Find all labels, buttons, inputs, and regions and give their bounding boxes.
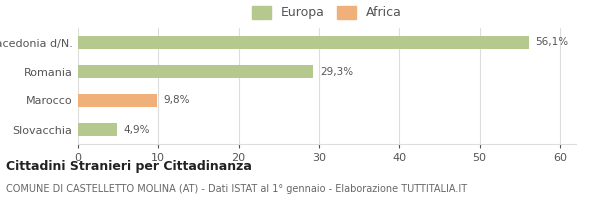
Legend: Europa, Africa: Europa, Africa xyxy=(252,6,402,19)
Bar xyxy=(78,36,529,49)
Bar xyxy=(78,123,118,136)
Bar xyxy=(78,65,313,78)
Text: 4,9%: 4,9% xyxy=(124,124,150,134)
Text: 56,1%: 56,1% xyxy=(535,38,568,47)
Text: 9,8%: 9,8% xyxy=(163,96,190,106)
Text: Cittadini Stranieri per Cittadinanza: Cittadini Stranieri per Cittadinanza xyxy=(6,160,252,173)
Text: COMUNE DI CASTELLETTO MOLINA (AT) - Dati ISTAT al 1° gennaio - Elaborazione TUTT: COMUNE DI CASTELLETTO MOLINA (AT) - Dati… xyxy=(6,184,467,194)
Bar xyxy=(78,94,157,107)
Text: 29,3%: 29,3% xyxy=(320,66,353,76)
